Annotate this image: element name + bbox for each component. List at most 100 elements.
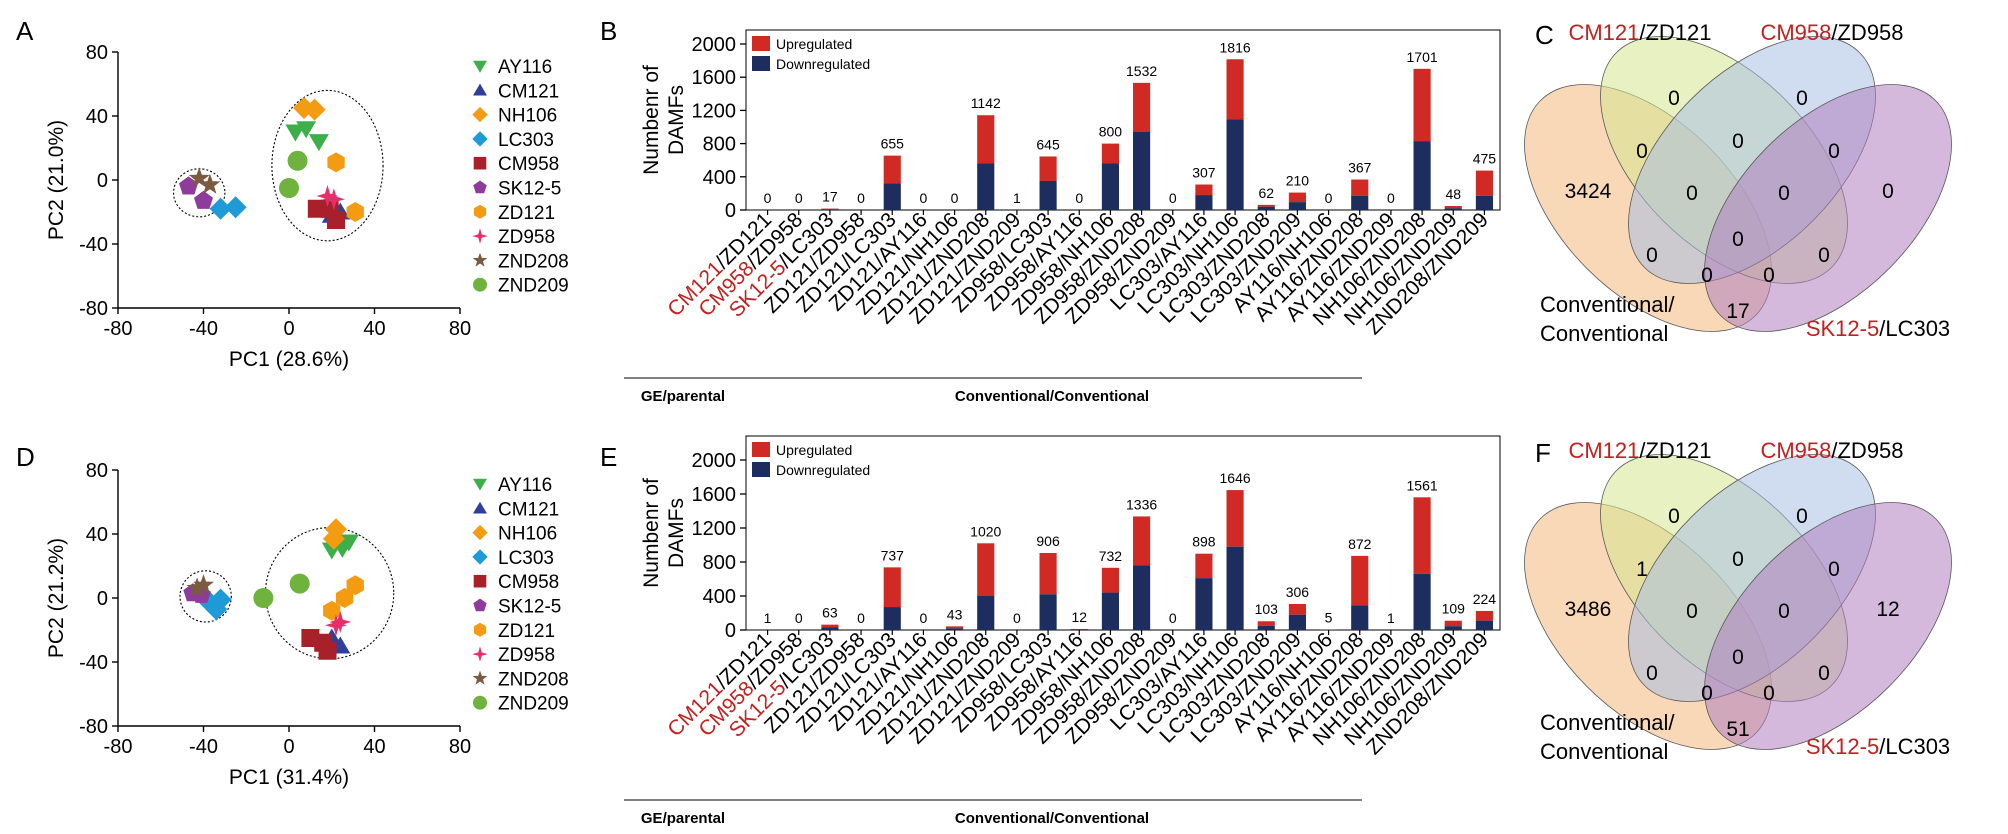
venn-set-label-3: SK12-5/LC303 <box>1806 316 1950 341</box>
venn-count-og: 1 <box>1636 558 1648 581</box>
point-znd208 <box>188 167 210 188</box>
bar-total-label: 898 <box>1192 534 1216 550</box>
legend-marker-lc303 <box>472 131 488 147</box>
bar-upregulated <box>1413 497 1431 574</box>
legend-label-nh106: NH106 <box>498 106 557 127</box>
y-tick-label: 40 <box>86 106 108 128</box>
venn-count-o-only: 3424 <box>1565 180 1612 203</box>
legend-label-downregulated: Downregulated <box>776 462 870 478</box>
bar-total-label: 732 <box>1099 548 1123 564</box>
legend-marker-ay116 <box>473 478 487 491</box>
bar-upregulated <box>1288 603 1306 615</box>
bar-downregulated <box>1475 620 1493 630</box>
venn-set-label-black: /LC303 <box>1879 734 1950 759</box>
legend-label-znd209: ZND209 <box>498 694 569 715</box>
y-axis-label: Numbenr ofDAMFs <box>640 478 688 588</box>
y-axis-label: Numbenr ofDAMFs <box>640 65 688 175</box>
legend-label-downregulated: Downregulated <box>776 56 870 72</box>
legend-marker-zd121 <box>473 204 487 219</box>
cluster-ellipse <box>271 89 384 242</box>
bar-total-label: 210 <box>1286 173 1310 189</box>
bar-downregulated <box>1413 573 1431 630</box>
legend-label-ay116: AY116 <box>498 475 552 496</box>
venn-set-3 <box>1704 84 1952 332</box>
bar-downregulated <box>1070 629 1088 630</box>
bar-total-label: 48 <box>1445 186 1461 202</box>
legend-label-cm958: CM958 <box>498 154 559 175</box>
legend-label-sk12-5: SK12-5 <box>498 179 561 200</box>
y-tick-label: -80 <box>79 716 108 738</box>
point-znd209 <box>253 588 274 608</box>
bar-total-label: 1020 <box>970 523 1001 539</box>
venn-count-b-only: 0 <box>1796 505 1808 528</box>
legend-marker-zd958 <box>472 228 488 244</box>
legend-marker-nh106 <box>472 106 488 123</box>
venn-set-label-red: CM121 <box>1568 20 1639 45</box>
x-axis-label: PC1 (31.4%) <box>229 766 349 789</box>
bar-total-label: 1336 <box>1126 496 1157 512</box>
bar-total-label: 1532 <box>1126 63 1157 79</box>
point-cm958 <box>318 641 337 660</box>
venn-count-o-p-left: 0 <box>1701 682 1713 705</box>
y-tick-label: -40 <box>79 652 108 674</box>
venn-set-label-black: /ZD958 <box>1831 20 1903 45</box>
bar-total-label: 0 <box>1013 610 1021 626</box>
point-lc303 <box>205 598 228 621</box>
point-lc303 <box>209 197 232 220</box>
bar-total-label: 1561 <box>1407 477 1438 493</box>
venn-set-label-red: CM958 <box>1760 438 1831 463</box>
bar-upregulated <box>1288 192 1306 203</box>
legend-label-zd958: ZD958 <box>498 227 555 248</box>
bar-upregulated <box>1195 553 1213 579</box>
venn-set-label-line: Conventional/ <box>1540 710 1675 735</box>
point-zd121 <box>346 575 364 596</box>
venn-set-label-1: CM121/ZD121 <box>1568 438 1711 463</box>
y-axis-label-line: DAMFs <box>665 498 688 568</box>
point-zd958 <box>325 614 347 637</box>
venn-set-label-3: SK12-5/LC303 <box>1806 734 1950 759</box>
bar-downregulated <box>1101 163 1119 210</box>
x-tick-label: 40 <box>363 318 385 340</box>
venn-set-label-1: CM121/ZD121 <box>1568 20 1711 45</box>
legend-marker-znd208 <box>472 670 488 685</box>
panel-label-C: C <box>1535 20 1554 50</box>
bar-total-label: 0 <box>920 190 928 206</box>
venn-count-bp: 0 <box>1828 140 1840 163</box>
bar-total-label: 0 <box>1387 190 1395 206</box>
venn-count-g-only: 0 <box>1668 87 1680 110</box>
bar-total-label: 1 <box>1387 610 1395 626</box>
point-znd208 <box>193 574 214 595</box>
legend-label-lc303: LC303 <box>498 548 554 569</box>
y-tick-label: 800 <box>703 134 736 156</box>
bar-upregulated <box>1133 516 1151 566</box>
bar-downregulated <box>1133 565 1151 630</box>
legend-marker-cm121 <box>473 83 487 96</box>
venn-count-og-b: 0 <box>1686 182 1698 205</box>
bar-total-label: 0 <box>764 190 772 206</box>
legend-label-ay116: AY116 <box>498 57 552 78</box>
group-label-conventional: Conventional/Conventional <box>955 388 1149 405</box>
legend-label-cm958: CM958 <box>498 572 559 593</box>
bar-downregulated <box>1444 626 1462 630</box>
y-axis-label: PC2 (21.2%) <box>45 538 68 658</box>
plot-frame <box>745 29 1501 211</box>
venn-count-o-only: 3486 <box>1565 598 1612 621</box>
bar-total-label: 655 <box>881 136 905 152</box>
bar-total-label: 1646 <box>1220 470 1251 486</box>
plot-frame <box>745 435 1501 631</box>
venn-count-center: 0 <box>1732 646 1744 669</box>
bar-downregulated <box>1288 202 1306 210</box>
bar-total-label: 0 <box>920 610 928 626</box>
point-znd208 <box>186 577 208 598</box>
point-ay116 <box>296 121 317 139</box>
venn-set-label-line: Conventional/ <box>1540 292 1675 317</box>
x-axis-label: PC1 (28.6%) <box>229 348 349 371</box>
panel-label-D: D <box>16 442 35 472</box>
bar-total-label: 0 <box>1325 190 1333 206</box>
bar-total-label: 645 <box>1036 136 1060 152</box>
bar-upregulated <box>1101 143 1119 164</box>
bar-upregulated <box>1351 555 1369 606</box>
point-ay116 <box>285 124 306 142</box>
point-zd121 <box>327 152 345 173</box>
